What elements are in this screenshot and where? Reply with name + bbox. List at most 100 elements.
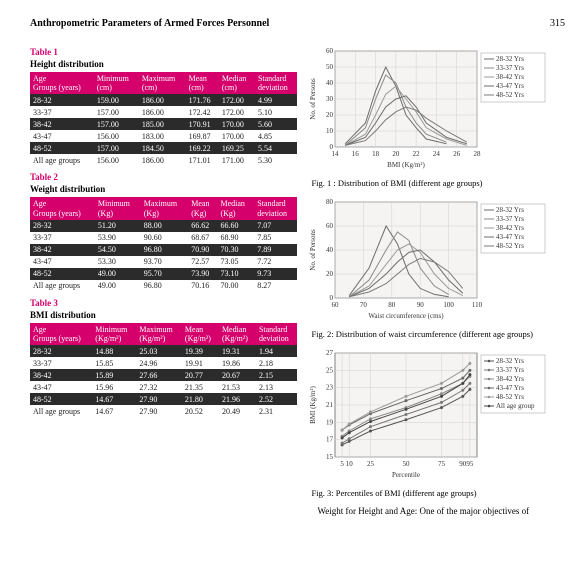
table-cell: 171.00 — [219, 154, 255, 166]
table-row: All age groups49.0096.8070.1670.008.27 — [30, 280, 297, 292]
table-2-caption: Weight distribution — [30, 184, 297, 194]
svg-text:60: 60 — [326, 47, 334, 55]
table-cell: 68.67 — [188, 232, 217, 244]
table-cell: 38-42 — [30, 244, 95, 256]
svg-text:33-37 Yrs: 33-37 Yrs — [496, 64, 524, 72]
table-cell: 27.90 — [136, 393, 182, 405]
table-cell: 4.85 — [255, 130, 298, 142]
table-cell: 27.66 — [136, 369, 182, 381]
table-header-cell: Median(Kg) — [217, 197, 254, 219]
table-cell: 171.76 — [186, 94, 219, 106]
page: Anthropometric Parameters of Armed Force… — [0, 0, 585, 516]
table-cell: 15.85 — [92, 357, 136, 369]
table-cell: 70.30 — [217, 244, 254, 256]
table-header-cell: Maximum(cm) — [139, 72, 186, 94]
table-cell: 2.18 — [256, 357, 298, 369]
table-cell: 49.00 — [95, 280, 141, 292]
svg-text:17: 17 — [326, 436, 334, 444]
svg-text:28-32 Yrs: 28-32 Yrs — [496, 55, 524, 63]
table-cell: 28-32 — [30, 345, 92, 357]
table-2-label: Table 2 — [30, 172, 297, 182]
table-1-label: Table 1 — [30, 47, 297, 57]
table-header-cell: Minimum(Kg/m²) — [92, 323, 136, 345]
table-cell: 88.00 — [141, 220, 188, 232]
svg-text:43-47 Yrs: 43-47 Yrs — [496, 233, 524, 241]
svg-text:25: 25 — [326, 366, 334, 374]
table-cell: 96.80 — [141, 280, 188, 292]
svg-text:28: 28 — [474, 150, 482, 158]
fig-3-wrap: 151719212325275102550759095PercentileBMI… — [307, 347, 565, 498]
table-cell: 25.03 — [136, 345, 182, 357]
table-2-block: Table 2 Weight distribution AgeGroups (y… — [30, 172, 297, 291]
table-cell: 19.91 — [182, 357, 219, 369]
svg-text:16: 16 — [352, 150, 360, 158]
table-header-cell: AgeGroups (years) — [30, 72, 94, 94]
columns: Table 1 Height distribution AgeGroups (y… — [30, 41, 565, 516]
table-cell: All age groups — [30, 154, 94, 166]
table-cell: 43-47 — [30, 381, 92, 393]
table-cell: 15.89 — [92, 369, 136, 381]
page-header: Anthropometric Parameters of Armed Force… — [30, 18, 565, 29]
table-cell: 171.01 — [186, 154, 219, 166]
svg-text:48-52 Yrs: 48-52 Yrs — [496, 393, 524, 401]
table-header-cell: Minimum(cm) — [94, 72, 139, 94]
table-cell: 73.10 — [217, 268, 254, 280]
table-cell: 156.00 — [94, 154, 139, 166]
table-header-cell: Standarddeviation — [254, 197, 297, 219]
table-cell: 28-32 — [30, 220, 95, 232]
table-header-cell: Median(Kg/m²) — [219, 323, 256, 345]
table-cell: 7.85 — [254, 232, 297, 244]
svg-text:43-47 Yrs: 43-47 Yrs — [496, 384, 524, 392]
table-cell: 43-47 — [30, 130, 94, 142]
table-row: 28-3214.8825.0319.3919.311.94 — [30, 345, 297, 357]
body-text: Weight for Height and Age: One of the ma… — [307, 506, 565, 516]
table-3-block: Table 3 BMI distribution AgeGroups (year… — [30, 298, 297, 417]
table-cell: 66.60 — [217, 220, 254, 232]
table-cell: 27.90 — [136, 405, 182, 417]
table-header-cell: Minimum(Kg) — [95, 197, 141, 219]
table-cell: 33-37 — [30, 232, 95, 244]
svg-text:30: 30 — [326, 95, 334, 103]
table-cell: 5.30 — [255, 154, 298, 166]
table-row: 33-3715.8524.9619.9119.862.18 — [30, 357, 297, 369]
svg-text:27: 27 — [326, 349, 334, 357]
table-row: 43-47156.00183.00169.87170.004.85 — [30, 130, 297, 142]
table-cell: 14.67 — [92, 393, 136, 405]
table-cell: 20.52 — [182, 405, 219, 417]
table-cell: 90.60 — [141, 232, 188, 244]
table-cell: 172.42 — [186, 106, 219, 118]
table-2: AgeGroups (years)Minimum(Kg)Maximum(Kg)M… — [30, 197, 297, 291]
svg-text:48-52 Yrs: 48-52 Yrs — [496, 242, 524, 250]
table-cell: 72.57 — [188, 256, 217, 268]
svg-text:19: 19 — [326, 418, 334, 426]
table-header-cell: Mean(Kg) — [188, 197, 217, 219]
fig-3-chart: 151719212325275102550759095PercentileBMI… — [307, 347, 547, 479]
table-cell: 156.00 — [94, 130, 139, 142]
table-cell: 19.86 — [219, 357, 256, 369]
table-cell: 9.73 — [254, 268, 297, 280]
table-cell: 95.70 — [141, 268, 188, 280]
table-cell: 38-42 — [30, 118, 94, 130]
svg-text:75: 75 — [438, 460, 446, 468]
svg-text:No. of Persons: No. of Persons — [309, 78, 317, 120]
svg-text:18: 18 — [373, 150, 381, 158]
table-cell: 49.00 — [95, 268, 141, 280]
svg-text:70: 70 — [360, 301, 368, 309]
svg-text:38-42 Yrs: 38-42 Yrs — [496, 73, 524, 81]
table-header-cell: Standarddeviation — [255, 72, 298, 94]
table-cell: 169.25 — [219, 142, 255, 154]
svg-text:80: 80 — [326, 198, 334, 206]
table-cell: 4.99 — [255, 94, 298, 106]
svg-text:28-32 Yrs: 28-32 Yrs — [496, 206, 524, 214]
svg-text:20: 20 — [326, 270, 334, 278]
svg-text:100: 100 — [444, 301, 455, 309]
left-column: Table 1 Height distribution AgeGroups (y… — [30, 41, 297, 516]
table-cell: 19.31 — [219, 345, 256, 357]
svg-text:10: 10 — [346, 460, 354, 468]
table-cell: 2.15 — [256, 369, 298, 381]
table-cell: 28-32 — [30, 94, 94, 106]
table-cell: 2.52 — [256, 393, 298, 405]
svg-text:10: 10 — [326, 127, 334, 135]
svg-text:60: 60 — [332, 301, 340, 309]
svg-text:25: 25 — [367, 460, 375, 468]
